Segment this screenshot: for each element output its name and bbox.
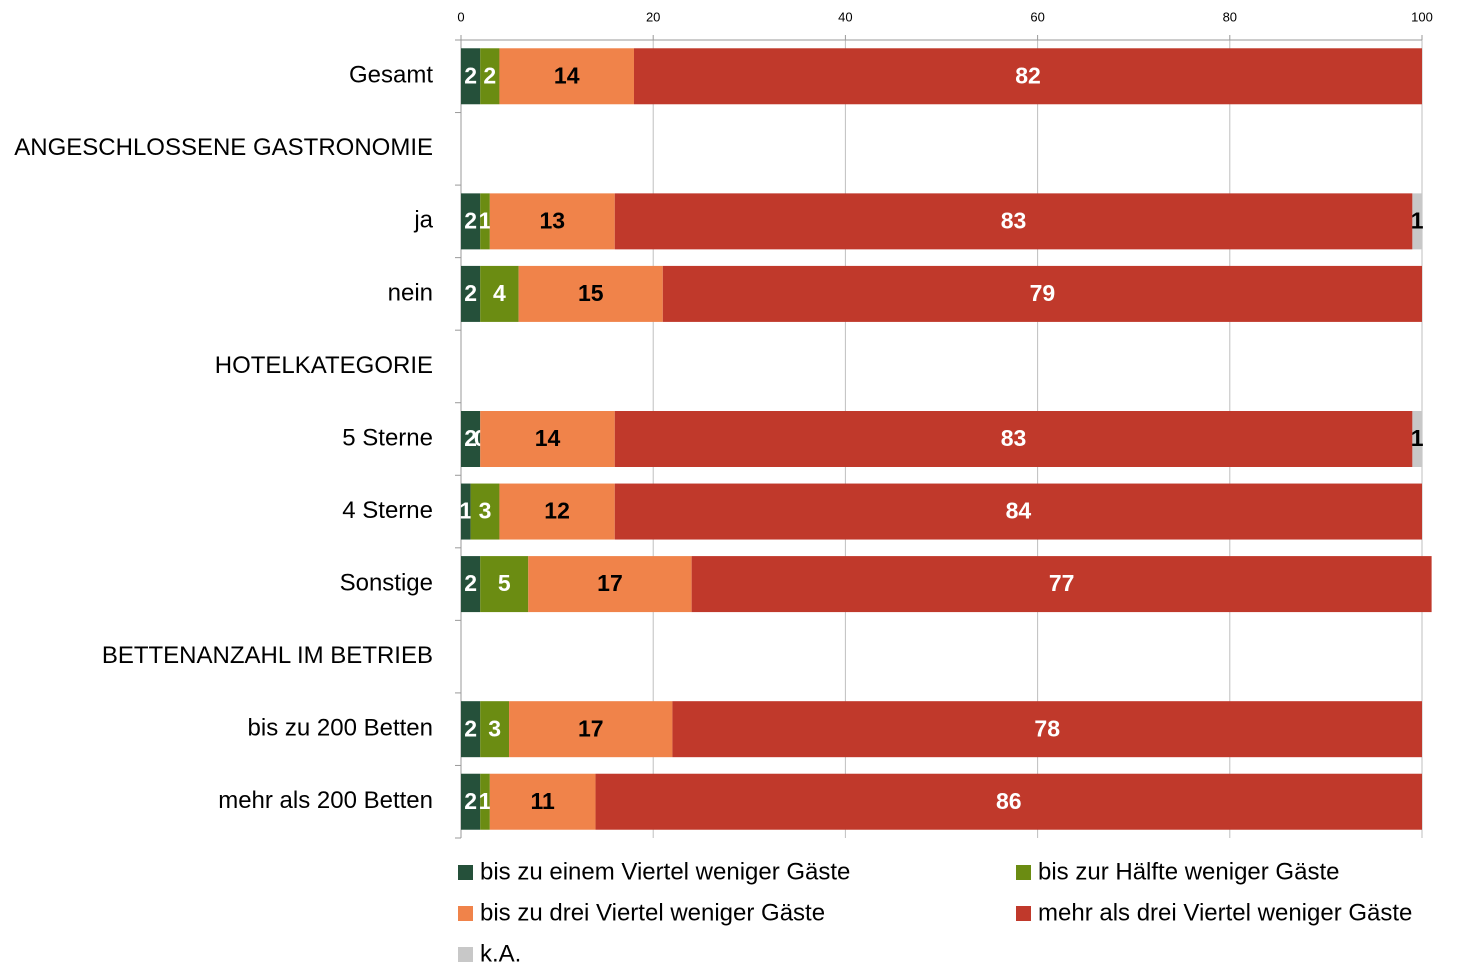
x-tick-label: 80 [1223, 9, 1237, 24]
x-tick-label: 20 [646, 9, 660, 24]
bar-segment [489, 773, 596, 830]
bar-segment [461, 701, 481, 758]
x-tick-label: 100 [1411, 9, 1433, 24]
bar-segment [480, 411, 615, 467]
bar-segment [480, 773, 490, 830]
bar-segment [691, 556, 1432, 613]
x-tick-label: 40 [838, 9, 852, 24]
value-label: 83 [1001, 425, 1027, 451]
legend-swatch [458, 906, 473, 921]
bar-segment [1412, 411, 1422, 467]
legend-swatch [458, 865, 473, 880]
value-label: 17 [597, 570, 623, 596]
legend-label: bis zu drei Viertel weniger Gäste [480, 899, 825, 926]
category-label: 5 Sterne [342, 424, 433, 451]
value-label: 14 [554, 62, 580, 88]
value-label: 11 [531, 788, 556, 814]
legend-swatch [458, 947, 473, 962]
bar-segment [461, 411, 481, 467]
value-label: 5 [498, 570, 511, 596]
legend-swatch [1016, 906, 1031, 921]
value-label: 1 [479, 788, 492, 814]
legend-label: bis zu einem Viertel weniger Gäste [480, 858, 850, 885]
bar-segment [672, 701, 1422, 758]
value-label: 83 [1001, 207, 1027, 233]
value-label: 84 [1006, 498, 1032, 524]
value-label: 3 [488, 715, 501, 741]
value-label: 3 [479, 498, 492, 524]
bar-segment [614, 483, 1422, 540]
value-label: 17 [578, 715, 604, 741]
bar-segment [480, 193, 490, 250]
value-label: 15 [578, 280, 604, 306]
bar-segment [461, 773, 481, 830]
bar-segment [518, 265, 663, 322]
category-label: Sonstige [340, 569, 433, 596]
bar-segment [461, 483, 471, 540]
value-label: 2 [464, 788, 477, 814]
bar-segment [499, 48, 634, 105]
x-tick-label: 0 [457, 9, 464, 24]
category-label: bis zu 200 Betten [248, 715, 433, 742]
value-label: 2 [464, 715, 477, 741]
category-label: nein [388, 279, 433, 306]
category-label: 4 Sterne [342, 497, 433, 524]
bar-segment [595, 773, 1422, 830]
value-label: 2 [464, 425, 477, 451]
legend-label: k.A. [480, 940, 521, 966]
value-label: 2 [464, 570, 477, 596]
bar-segment [461, 265, 481, 322]
bar-segment [480, 556, 529, 613]
bar-segment [499, 483, 615, 540]
value-label: 86 [996, 788, 1022, 814]
bar-segment [509, 701, 673, 758]
legend-label: bis zur Hälfte weniger Gäste [1038, 858, 1339, 885]
category-label: ja [413, 207, 433, 234]
bar-segment [1412, 193, 1422, 250]
bar-segment [528, 556, 692, 613]
value-label: 77 [1049, 570, 1075, 596]
value-label: 82 [1015, 62, 1041, 88]
value-label: 14 [535, 425, 561, 451]
bar-segment [461, 193, 481, 250]
category-label: mehr als 200 Betten [218, 787, 433, 814]
category-label: BETTENANZAHL IM BETRIEB [102, 642, 433, 669]
value-label: 12 [544, 498, 570, 524]
category-label: HOTELKATEGORIE [215, 352, 433, 379]
value-label: 1 [1411, 425, 1424, 451]
value-label: 79 [1030, 280, 1056, 306]
value-label: 1 [479, 207, 492, 233]
legend-label: mehr als drei Viertel weniger Gäste [1038, 899, 1412, 926]
bar-segment [461, 556, 481, 613]
value-label: 1 [459, 498, 472, 524]
bar-segment [470, 483, 500, 540]
category-label: ANGESCHLOSSENE GASTRONOMIE [14, 134, 433, 161]
value-label: 2 [483, 62, 496, 88]
bar-segment [633, 48, 1422, 105]
value-label: 13 [539, 207, 565, 233]
bar-segment [489, 193, 615, 250]
value-label: 2 [464, 207, 477, 233]
value-label: 1 [1411, 207, 1424, 233]
bar-segment [480, 701, 510, 758]
bar-segment [461, 48, 481, 105]
legend-swatch [1016, 865, 1031, 880]
bar-segment [662, 265, 1422, 322]
value-label: 4 [493, 280, 506, 306]
bar-segment [614, 411, 1413, 467]
value-label: 2 [464, 62, 477, 88]
value-label: 78 [1034, 715, 1060, 741]
x-tick-label: 60 [1030, 9, 1044, 24]
value-label: 2 [464, 280, 477, 306]
bar-segment [480, 48, 500, 105]
bar-segment [480, 265, 519, 322]
bar-segment [614, 193, 1413, 250]
category-label: Gesamt [349, 62, 433, 89]
